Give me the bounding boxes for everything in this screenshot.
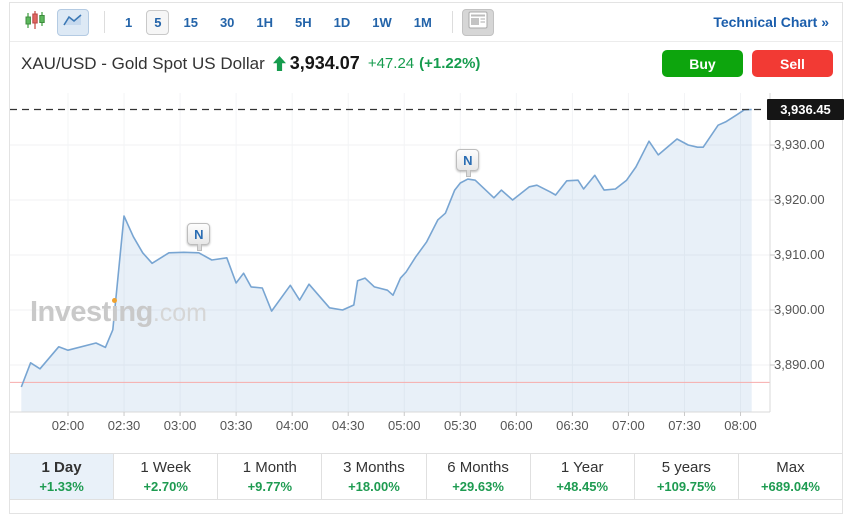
period-change: +9.77% — [247, 479, 293, 494]
news-panel-icon — [468, 11, 488, 34]
period-6-months[interactable]: 6 Months +29.63% — [426, 454, 531, 499]
x-axis-label: 04:30 — [331, 418, 365, 433]
quote-header: XAU/USD - Gold Spot US Dollar 3,934.07 +… — [10, 42, 842, 85]
price-change-percent: (+1.22%) — [419, 55, 481, 72]
x-axis-label: 07:00 — [612, 418, 645, 433]
price-chart: 3,930.00 3,920.00 3,910.00 3,900.00 3,890.00… — [10, 85, 844, 453]
toolbar-divider — [451, 11, 453, 33]
investing-watermark: Investıng.com — [30, 296, 208, 328]
period-3-months[interactable]: 3 Months +18.00% — [322, 454, 427, 499]
period-change: +29.63% — [452, 479, 504, 494]
interval-5h[interactable]: 5H — [295, 14, 312, 30]
x-axis-label: 05:30 — [444, 418, 477, 433]
period-1-year[interactable]: 1 Year +48.45% — [530, 454, 635, 499]
y-axis-label: 3,910.00 — [774, 247, 825, 262]
price-up-arrow-icon — [272, 56, 286, 71]
x-axis-label: 06:30 — [556, 418, 589, 433]
chart-toolbar: 1 5 15 30 1H 5H 1D 1W 1M Technical Chart » — [10, 3, 842, 42]
price-change: +47.24 — [367, 55, 415, 72]
interval-1m[interactable]: 1M — [413, 14, 432, 30]
interval-1w[interactable]: 1W — [372, 14, 392, 30]
period-label: 5 years — [661, 459, 711, 476]
news-marker[interactable]: N — [187, 222, 211, 251]
interval-1d[interactable]: 1D — [333, 14, 351, 30]
x-axis-label: 02:30 — [107, 418, 141, 433]
interval-30[interactable]: 30 — [219, 14, 235, 30]
double-chevron-right-icon: » — [821, 14, 829, 30]
chart-line — [20, 108, 752, 388]
period-label: 1 Week — [140, 459, 191, 476]
candlestick-chart-icon — [24, 9, 46, 36]
period-label: 1 Year — [560, 459, 604, 476]
period-max[interactable]: Max +689.04% — [738, 454, 842, 499]
x-axis-label: 03:00 — [163, 418, 197, 433]
period-1-week[interactable]: 1 Week +2.70% — [114, 454, 219, 499]
period-label: Max — [776, 459, 805, 476]
y-axis-label: 3,890.00 — [774, 357, 825, 372]
x-axis-label: 07:30 — [668, 418, 701, 433]
last-price-tag: 3,936.45 — [767, 99, 844, 121]
period-change: +689.04% — [760, 479, 820, 494]
interval-1[interactable]: 1 — [125, 14, 133, 30]
x-axis-label: 03:30 — [219, 418, 253, 433]
candlestick-chart-button[interactable] — [19, 9, 51, 36]
x-axis-label: 02:00 — [51, 418, 85, 433]
technical-chart-link[interactable]: Technical Chart » — [713, 14, 829, 30]
chart-widget-card: 1 5 15 30 1H 5H 1D 1W 1M Technical Chart » XAU/U… — [9, 2, 844, 514]
chart-area-fill — [21, 109, 752, 412]
period-1-day[interactable]: 1 Day +1.33% — [10, 454, 115, 499]
period-change: +1.33% — [39, 479, 84, 494]
news-marker[interactable]: N — [456, 149, 480, 178]
interval-5[interactable]: 5 — [146, 9, 170, 35]
period-label: 3 Months — [343, 459, 405, 476]
area-chart-button[interactable] — [57, 8, 89, 36]
interval-selector: 1 5 15 30 1H 5H 1D 1W 1M — [114, 9, 443, 35]
instrument-title: XAU/USD - Gold Spot US Dollar — [21, 53, 265, 73]
period-change: +18.00% — [348, 479, 400, 494]
news-panel-button[interactable] — [461, 8, 494, 36]
last-price: 3,934.07 — [289, 53, 360, 73]
x-axis-label: 08:00 — [724, 418, 757, 433]
period-1-month[interactable]: 1 Month +9.77% — [218, 454, 323, 499]
watermark-orange-dot: ı — [110, 296, 119, 328]
toolbar-divider — [104, 11, 105, 33]
interval-15[interactable]: 15 — [183, 14, 198, 30]
x-axis-label: 04:00 — [275, 418, 309, 433]
sell-button[interactable]: Sell — [752, 50, 833, 77]
interval-1h[interactable]: 1H — [256, 14, 274, 30]
y-axis-label: 3,920.00 — [774, 192, 825, 207]
period-change: +48.45% — [556, 479, 609, 494]
y-axis-label: 3,900.00 — [774, 302, 825, 317]
price-chart-plot[interactable] — [10, 85, 842, 453]
period-label: 1 Day — [41, 459, 82, 476]
x-axis-label: 05:00 — [387, 418, 421, 433]
period-change: +109.75% — [656, 479, 716, 494]
period-label: 6 Months — [447, 459, 509, 476]
x-axis-label: 06:00 — [500, 418, 533, 433]
buy-button[interactable]: Buy — [662, 50, 743, 77]
period-change: +2.70% — [143, 479, 188, 494]
period-label: 1 Month — [242, 459, 297, 476]
period-performance-bar: 1 Day +1.33% 1 Week +2.70% 1 Month +9.77% 3 Mo… — [10, 453, 842, 500]
area-chart-icon — [63, 12, 83, 33]
y-axis-label: 3,930.00 — [774, 137, 825, 152]
period-5-years[interactable]: 5 years +109.75% — [634, 454, 739, 499]
